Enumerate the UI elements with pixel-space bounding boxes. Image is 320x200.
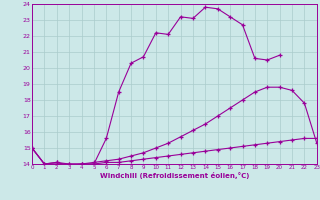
X-axis label: Windchill (Refroidissement éolien,°C): Windchill (Refroidissement éolien,°C) [100, 172, 249, 179]
